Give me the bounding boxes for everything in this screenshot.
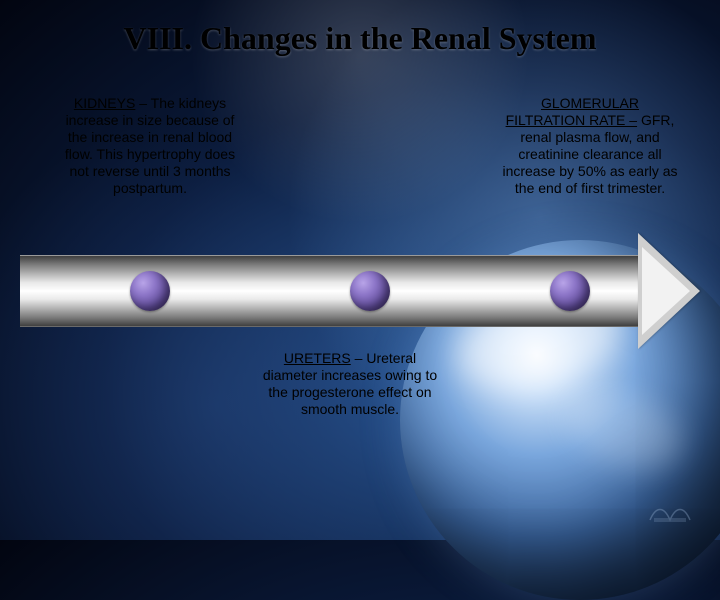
ureters-heading: URETERS bbox=[284, 350, 351, 366]
gfr-heading: GLOMERULAR FILTRATION RATE – bbox=[506, 95, 639, 128]
arrow-dot-2 bbox=[350, 271, 390, 311]
slide-title: VIII. Changes in the Renal System bbox=[0, 20, 720, 57]
block-gfr: GLOMERULAR FILTRATION RATE – GFR, renal … bbox=[500, 95, 680, 197]
block-ureters: URETERS – Ureteral diameter increases ow… bbox=[255, 350, 445, 418]
arrow-shaft bbox=[20, 255, 640, 327]
process-arrow bbox=[20, 255, 700, 327]
kidneys-heading: KIDNEYS bbox=[74, 95, 135, 111]
arrow-head-highlight bbox=[642, 247, 690, 335]
block-kidneys: KIDNEYS – The kidneys increase in size b… bbox=[60, 95, 240, 197]
arrow-dot-1 bbox=[130, 271, 170, 311]
arrow-dot-3 bbox=[550, 271, 590, 311]
watermark-icon bbox=[648, 498, 692, 526]
